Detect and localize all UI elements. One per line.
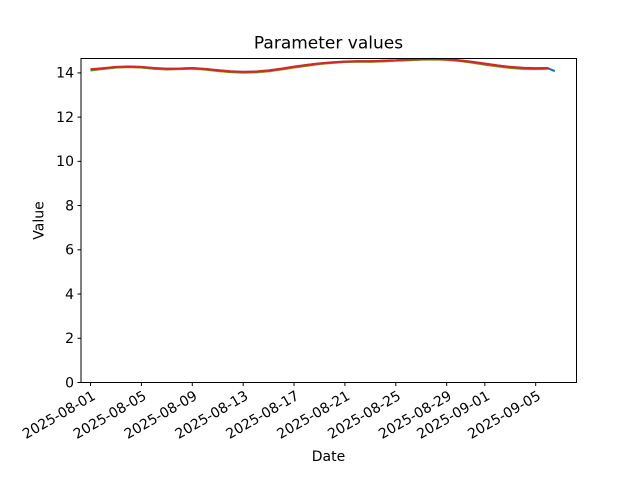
series-layer (90, 57, 556, 74)
y-tick-label: 10 (56, 154, 74, 170)
y-tick-label: 6 (65, 243, 74, 259)
chart-title: Parameter values (254, 34, 403, 54)
ticks-layer: 2025-08-012025-08-052025-08-092025-08-13… (20, 66, 544, 443)
x-axis-label: Date (312, 449, 345, 465)
y-tick-label: 0 (65, 375, 74, 391)
series-line-green (90, 58, 549, 74)
y-axis-label: Value (32, 201, 48, 239)
y-tick-label: 14 (56, 66, 74, 82)
y-tick-label: 8 (65, 198, 74, 214)
y-tick-label: 12 (56, 110, 74, 126)
y-tick-label: 2 (65, 331, 74, 347)
series-line-orange (90, 58, 549, 74)
y-tick-label: 4 (65, 287, 74, 303)
series-line-red (90, 57, 549, 73)
plot-frame (80, 58, 577, 383)
